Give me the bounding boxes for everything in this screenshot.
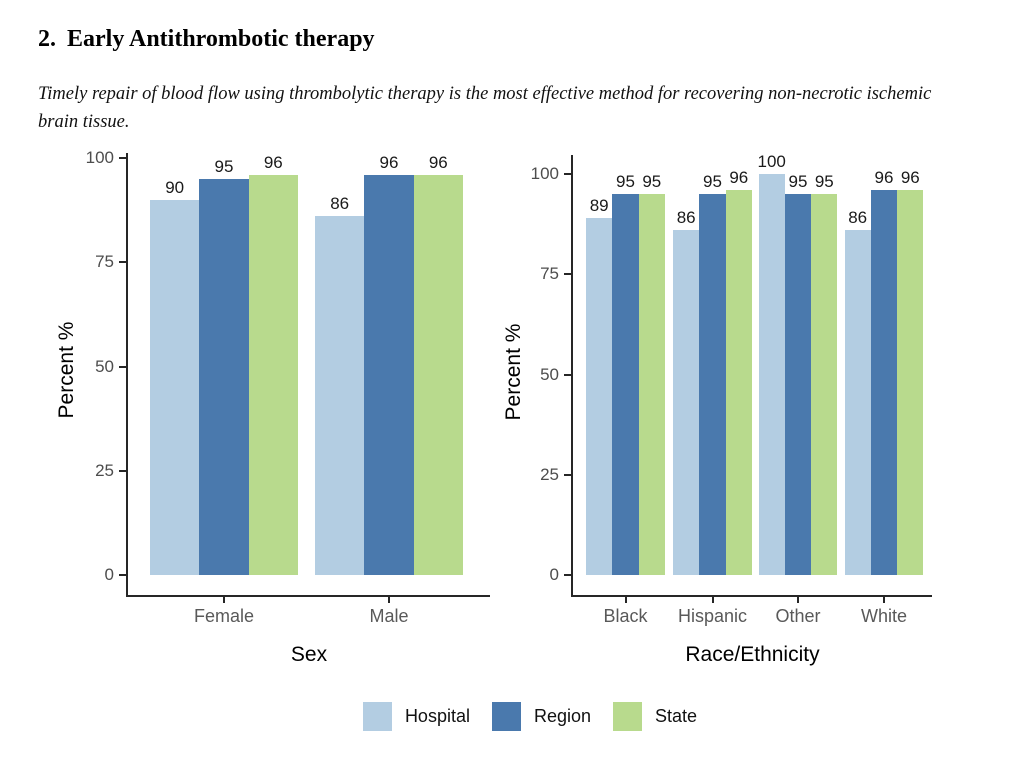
page-title: 2. Early Antithrombotic therapy [38, 26, 375, 53]
y-tick-label: 75 [540, 264, 559, 284]
y-tick-label: 50 [95, 356, 114, 376]
y-tick-label: 100 [85, 148, 114, 167]
x-tick-label: Male [369, 606, 409, 626]
legend-item-hospital: Hospital [362, 702, 470, 731]
y-axis-tick [119, 157, 126, 159]
y-axis-tick [564, 273, 571, 276]
bar-value-label: 95 [703, 172, 722, 192]
legend-swatch-state [613, 702, 643, 731]
bar-state-male [413, 174, 463, 575]
legend-item-state: State [613, 702, 697, 731]
bar-value-label: 95 [616, 172, 635, 192]
legend-item-region: Region [491, 702, 592, 731]
x-axis-tick [883, 597, 885, 603]
y-tick-label: 75 [95, 252, 114, 272]
y-axis-tick [119, 469, 126, 472]
x-axis-tick [797, 597, 799, 603]
bar-region-black [612, 194, 639, 575]
y-axis-tick [119, 261, 126, 264]
bar-state-female [248, 174, 298, 575]
x-axis-line [126, 595, 490, 597]
y-tick-label: 25 [540, 464, 559, 484]
y-axis-tick [564, 173, 571, 175]
bar-hospital-hispanic [673, 230, 700, 575]
y-axis-title: Percent % [55, 321, 78, 419]
bar-value-label: 90 [165, 177, 185, 197]
bar-hospital-other [758, 174, 785, 575]
x-tick-label: Hispanic [677, 606, 748, 626]
bar-value-label: 96 [263, 152, 283, 172]
bar-state-other [811, 194, 838, 575]
bar-state-white [897, 190, 924, 575]
x-tick-label: Other [775, 606, 821, 626]
bar-region-male [364, 174, 414, 575]
bar-value-label: 86 [848, 208, 868, 228]
bar-region-female [199, 178, 249, 575]
y-tick-label: 0 [549, 565, 559, 584]
legend-label: Region [533, 706, 592, 726]
x-axis-tick [223, 597, 225, 603]
bar-state-black [638, 194, 665, 575]
y-axis-tick [119, 574, 126, 576]
bar-value-label: 86 [330, 194, 350, 214]
x-axis-title: Sex [290, 643, 328, 666]
y-axis-tick [564, 473, 571, 476]
bar-region-white [870, 190, 898, 575]
x-axis-title: Race/Ethnicity [685, 643, 820, 666]
y-tick-label: 0 [104, 565, 114, 584]
bar-value-label: 96 [379, 152, 399, 172]
legend-label: State [655, 706, 698, 726]
bar-value-label: 96 [729, 168, 749, 188]
section-number: 2. [38, 26, 56, 52]
y-axis-line [126, 153, 128, 595]
y-axis-line [571, 155, 573, 595]
bar-value-label: 95 [642, 172, 662, 192]
y-axis-tick [564, 574, 571, 576]
bar-value-label: 95 [214, 156, 234, 176]
bar-hospital-white [844, 230, 871, 575]
bar-value-label: 96 [900, 168, 920, 188]
y-axis-title: Percent % [502, 323, 525, 421]
bar-hospital-black [586, 218, 613, 575]
y-tick-label: 100 [530, 164, 559, 183]
bar-value-label: 100 [757, 152, 786, 171]
y-tick-label: 25 [95, 460, 114, 480]
y-tick-label: 50 [540, 364, 559, 384]
bar-region-hispanic [699, 194, 726, 575]
y-axis-tick [564, 373, 571, 376]
page-subtitle: Timely repair of blood flow using thromb… [38, 84, 932, 132]
bar-region-other [784, 194, 812, 575]
bar-state-hispanic [725, 190, 752, 575]
legend-label: Hospital [404, 706, 470, 726]
bar-value-label: 95 [814, 172, 834, 192]
bar-value-label: 96 [428, 152, 448, 172]
bar-hospital-male [315, 216, 365, 575]
x-tick-label: White [860, 606, 907, 626]
chart-legend: Hospital Region State [18, 702, 1024, 731]
x-tick-label: Black [603, 606, 648, 626]
x-axis-tick [711, 597, 714, 603]
legend-swatch-region [491, 702, 521, 731]
bar-value-label: 95 [788, 172, 808, 192]
x-axis-tick [388, 597, 390, 603]
x-tick-label: Female [193, 606, 255, 626]
bar-value-label: 96 [874, 168, 894, 188]
legend-swatch-hospital [362, 702, 392, 731]
section-title-text: Early Antithrombotic therapy [67, 26, 375, 52]
x-axis-tick [624, 597, 627, 603]
bar-value-label: 89 [589, 196, 609, 216]
bar-hospital-female [150, 199, 200, 575]
x-axis-line [571, 595, 932, 597]
bar-value-label: 86 [676, 208, 696, 228]
y-axis-tick [119, 365, 126, 368]
